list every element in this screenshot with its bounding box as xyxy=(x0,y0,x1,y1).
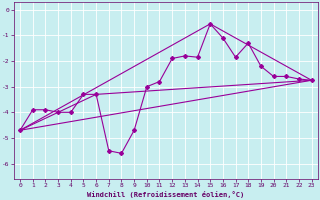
X-axis label: Windchill (Refroidissement éolien,°C): Windchill (Refroidissement éolien,°C) xyxy=(87,191,244,198)
